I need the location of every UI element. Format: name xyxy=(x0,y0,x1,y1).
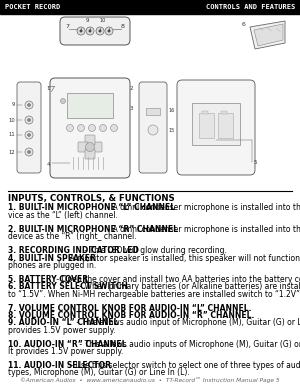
Circle shape xyxy=(25,101,33,109)
Text: 10: 10 xyxy=(8,118,15,123)
Circle shape xyxy=(28,104,31,106)
Text: 10: 10 xyxy=(100,19,106,24)
Text: 16: 16 xyxy=(168,107,174,113)
Circle shape xyxy=(110,125,118,132)
Text: POCKET RECORD: POCKET RECORD xyxy=(5,4,60,10)
Circle shape xyxy=(86,27,94,35)
Circle shape xyxy=(88,125,95,132)
Text: 2: 2 xyxy=(130,85,134,90)
Circle shape xyxy=(25,116,33,124)
Text: 9. AUDIO-IN “L” CHANNEL: 9. AUDIO-IN “L” CHANNEL xyxy=(8,319,118,327)
Text: 7. VOLUME CONTROL KNOB FOR AUDIO-IN “L” CHANNEL.: 7. VOLUME CONTROL KNOB FOR AUDIO-IN “L” … xyxy=(8,304,251,313)
Text: 9: 9 xyxy=(85,19,89,24)
Text: phones are plugged in.: phones are plugged in. xyxy=(8,261,96,270)
Circle shape xyxy=(105,27,113,35)
FancyBboxPatch shape xyxy=(50,78,130,178)
FancyBboxPatch shape xyxy=(85,149,95,159)
Text: - Use this selector switch to select one of three types of audio input: - Use this selector switch to select one… xyxy=(68,361,300,370)
Circle shape xyxy=(77,27,85,35)
Text: - This LED will glow during recording.: - This LED will glow during recording. xyxy=(82,246,227,255)
Text: 5. BATTERY COVER: 5. BATTERY COVER xyxy=(8,275,88,284)
Text: - This allows audio inputs of Microphone (M), Guitar (G) or Line In (L).: - This allows audio inputs of Microphone… xyxy=(76,340,300,349)
Circle shape xyxy=(99,30,101,32)
FancyBboxPatch shape xyxy=(17,82,41,173)
FancyBboxPatch shape xyxy=(85,135,95,145)
Bar xyxy=(218,113,233,138)
Text: 6: 6 xyxy=(241,23,245,28)
Polygon shape xyxy=(254,24,283,46)
Text: 3. RECORDING INDICATOR LED: 3. RECORDING INDICATOR LED xyxy=(8,246,139,255)
Circle shape xyxy=(25,131,33,139)
Text: 1. BUILT-IN MICROPHONE “L” CHANNEL: 1. BUILT-IN MICROPHONE “L” CHANNEL xyxy=(8,203,175,213)
Text: 10. AUDIO-IN “R” CHANNEL: 10. AUDIO-IN “R” CHANNEL xyxy=(8,340,127,349)
Text: 8: 8 xyxy=(121,24,125,29)
Circle shape xyxy=(77,125,85,132)
Bar xyxy=(221,111,227,114)
Text: 12: 12 xyxy=(8,149,15,154)
Circle shape xyxy=(61,99,65,104)
FancyBboxPatch shape xyxy=(60,17,130,45)
Text: 11. AUDIO-IN SELECTOR: 11. AUDIO-IN SELECTOR xyxy=(8,361,111,370)
Text: to “1.5V”. When Ni-MH rechargeable batteries are installed switch to “1.2V”.: to “1.5V”. When Ni-MH rechargeable batte… xyxy=(8,289,300,298)
Text: 2. BUILT-IN MICROPHONE “R” CHANNEL: 2. BUILT-IN MICROPHONE “R” CHANNEL xyxy=(8,225,178,234)
FancyBboxPatch shape xyxy=(78,142,88,152)
Text: - A monitor speaker is installed, this speaker will not function when ear-: - A monitor speaker is installed, this s… xyxy=(62,254,300,263)
Text: - When primary batteries (or Alkaline batteries) are installed, switch: - When primary batteries (or Alkaline ba… xyxy=(76,282,300,291)
Bar xyxy=(202,111,208,114)
Circle shape xyxy=(28,118,31,121)
Text: 6. BATTERY SELECT SWITCH: 6. BATTERY SELECT SWITCH xyxy=(8,282,128,291)
Text: - A omni condenser microphone is installed into the: - A omni condenser microphone is install… xyxy=(105,225,300,234)
FancyBboxPatch shape xyxy=(92,142,102,152)
Circle shape xyxy=(80,30,82,32)
Bar xyxy=(192,103,240,145)
Text: types, Microphone (M), Guitar (G) or Line In (L).: types, Microphone (M), Guitar (G) or Lin… xyxy=(8,368,190,378)
Circle shape xyxy=(148,125,158,135)
Circle shape xyxy=(100,125,106,132)
Text: 9: 9 xyxy=(12,102,15,107)
Bar xyxy=(199,113,214,138)
Text: ©American Audios  •  www.americanaudio.us  •  TT-Record™ Instruction Manual Page: ©American Audios • www.americanaudio.us … xyxy=(20,377,280,383)
Circle shape xyxy=(67,125,73,132)
Text: 7: 7 xyxy=(65,24,69,29)
Circle shape xyxy=(28,133,31,137)
Bar xyxy=(67,93,113,118)
Text: 4. BUILT-IN SPEAKER: 4. BUILT-IN SPEAKER xyxy=(8,254,96,263)
FancyBboxPatch shape xyxy=(177,80,255,175)
Bar xyxy=(146,108,160,115)
Text: - A omni condenser microphone is installed into the de-: - A omni condenser microphone is install… xyxy=(105,203,300,213)
Text: 1: 1 xyxy=(46,85,50,90)
Text: - This allows audio input of Microphone (M), Guitar (G) or Line In (L). It: - This allows audio input of Microphone … xyxy=(74,319,300,327)
Text: - Open the cover and install two AA batteries into the battery compartment.: - Open the cover and install two AA batt… xyxy=(54,275,300,284)
Circle shape xyxy=(85,142,94,151)
Circle shape xyxy=(96,27,104,35)
Text: It provides 1.5V power supply.: It provides 1.5V power supply. xyxy=(8,347,123,356)
Text: 3: 3 xyxy=(130,106,134,111)
Text: 8. VOLUME CONTROL KNOB FOR AUDIO-IN “R” CHANNEL.: 8. VOLUME CONTROL KNOB FOR AUDIO-IN “R” … xyxy=(8,311,254,320)
Text: 4: 4 xyxy=(46,163,50,168)
Text: 5: 5 xyxy=(254,159,257,165)
Text: vice as the “L” (left) channel.: vice as the “L” (left) channel. xyxy=(8,211,118,220)
Text: device as the “R” (right_ channel.: device as the “R” (right_ channel. xyxy=(8,232,136,241)
Text: 11: 11 xyxy=(8,132,15,137)
Circle shape xyxy=(108,30,110,32)
Circle shape xyxy=(25,148,33,156)
FancyBboxPatch shape xyxy=(139,82,167,173)
Polygon shape xyxy=(250,21,285,49)
Text: INPUTS, CONTROLS, & FUNCTIONS: INPUTS, CONTROLS, & FUNCTIONS xyxy=(8,194,175,203)
Bar xyxy=(0,0,300,14)
Text: CONTROLS AND FEATURES: CONTROLS AND FEATURES xyxy=(206,4,295,10)
Text: provides 1.5V power supply.: provides 1.5V power supply. xyxy=(8,326,115,334)
Circle shape xyxy=(28,151,31,154)
Text: 15: 15 xyxy=(168,128,174,132)
Circle shape xyxy=(89,30,91,32)
